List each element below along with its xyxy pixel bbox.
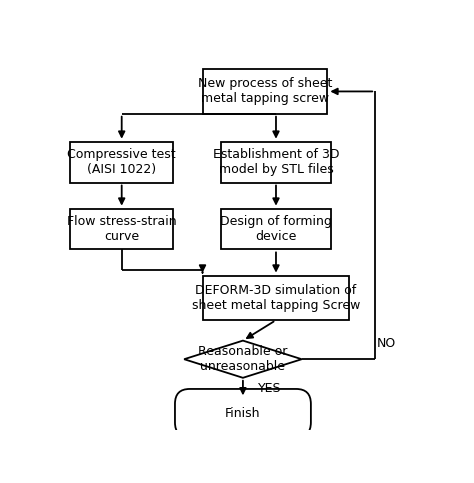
Text: NO: NO [377, 337, 396, 350]
Text: YES: YES [258, 382, 281, 395]
Text: Finish: Finish [225, 407, 261, 420]
FancyBboxPatch shape [70, 142, 173, 183]
FancyBboxPatch shape [221, 209, 331, 250]
Text: Reasonable or
unreasonable: Reasonable or unreasonable [198, 345, 288, 373]
Text: New process of sheet
metal tapping screw: New process of sheet metal tapping screw [198, 77, 332, 105]
Text: Design of forming
device: Design of forming device [220, 215, 332, 243]
Text: Establishment of 3D
model by STL files: Establishment of 3D model by STL files [213, 148, 339, 176]
FancyBboxPatch shape [202, 275, 349, 320]
FancyBboxPatch shape [175, 389, 311, 437]
FancyBboxPatch shape [202, 69, 328, 114]
FancyBboxPatch shape [221, 142, 331, 183]
FancyBboxPatch shape [70, 209, 173, 250]
Text: DEFORM-3D simulation of
sheet metal tapping Screw: DEFORM-3D simulation of sheet metal tapp… [192, 284, 360, 312]
Polygon shape [184, 341, 301, 378]
Text: Flow stress-strain
curve: Flow stress-strain curve [67, 215, 176, 243]
Text: Compressive test
(AISI 1022): Compressive test (AISI 1022) [67, 148, 176, 176]
